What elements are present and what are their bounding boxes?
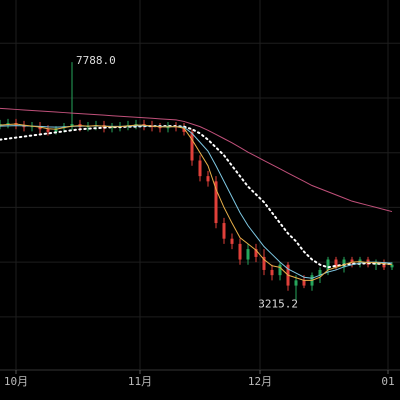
moving-average-line (0, 123, 393, 281)
candle-body (150, 126, 154, 128)
candle-body (214, 181, 218, 224)
candle-body (334, 259, 338, 268)
candle-body (110, 127, 114, 129)
candle-body (294, 280, 298, 286)
candle-body (358, 259, 362, 263)
candle-body (278, 264, 282, 276)
moving-average-line (0, 107, 393, 213)
candle-body (230, 238, 234, 244)
candle-body (222, 223, 226, 239)
candle-body (382, 262, 386, 268)
candle-body (270, 269, 274, 276)
candle-body (390, 264, 394, 268)
candle-body (254, 249, 258, 257)
candle-body (206, 176, 210, 182)
candle-body (102, 125, 106, 129)
candle-body (54, 128, 58, 132)
candle-body (262, 256, 266, 270)
candle-body (6, 122, 10, 125)
candle-body (350, 259, 354, 263)
x-tick-label: 11月 (128, 375, 152, 388)
candle-body (238, 243, 242, 260)
candle-body (190, 131, 194, 161)
candle-body (30, 126, 34, 128)
moving-average-line (0, 125, 393, 279)
x-tick-label: 12月 (248, 375, 272, 388)
x-tick-label: 10月 (4, 375, 28, 388)
candle-body (246, 249, 250, 260)
x-tick-label: 01 (381, 375, 394, 388)
high-label: 7788.0 (76, 54, 116, 67)
candle-body (134, 124, 138, 126)
candle-body (38, 126, 42, 130)
low-label: 3215.2 (258, 297, 298, 310)
candle-body (158, 127, 162, 129)
candle-body (198, 160, 202, 177)
candle-body (86, 126, 90, 128)
moving-average-line (0, 125, 393, 269)
candle-body (318, 269, 322, 276)
candle-body (182, 127, 186, 132)
candle-body (70, 124, 74, 127)
candle-body (326, 259, 330, 270)
candle-body (302, 280, 306, 286)
candle-body (342, 259, 346, 268)
candle-body (374, 262, 378, 265)
candle-body (46, 129, 50, 132)
